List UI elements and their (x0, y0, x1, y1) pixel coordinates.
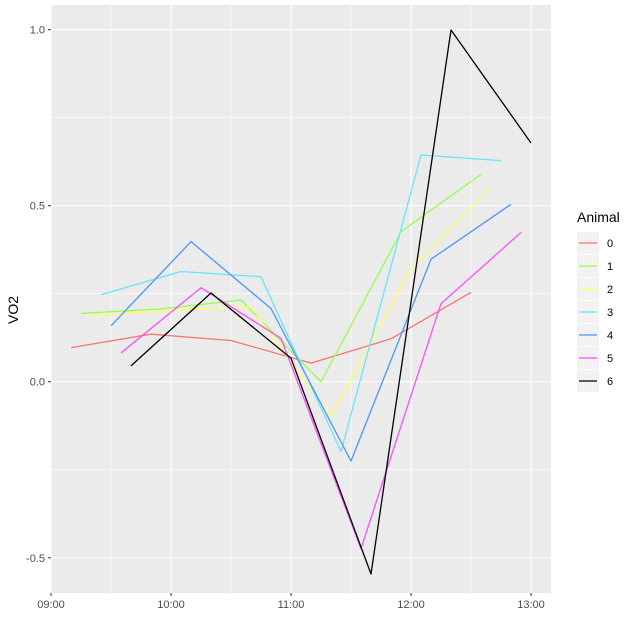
y-tick-label: 0.0 (30, 377, 45, 389)
series-line-animal-5 (120, 232, 522, 550)
y-axis: -0.5 0.0 0.5 1.0 (26, 25, 51, 565)
legend-label-animal-3: 3 (607, 307, 613, 319)
series-line-animal-4 (110, 203, 512, 462)
series-line-animal-3 (100, 154, 502, 453)
legend-label-animal-1: 1 (607, 261, 613, 273)
legend-label-animal-0: 0 (607, 238, 613, 250)
x-tick-label: 09:00 (37, 599, 65, 611)
y-tick-label: -0.5 (26, 553, 45, 565)
legend-title: Animal (577, 209, 620, 225)
legend-label-animal-4: 4 (607, 330, 613, 342)
series-line-animal-6 (130, 29, 532, 575)
series-line-animal-2 (90, 186, 492, 418)
legend: Animal 0 1 2 3 4 5 6 (577, 209, 620, 392)
y-axis-title: VO2 (5, 296, 21, 324)
grid-minor (51, 5, 551, 593)
legend-label-animal-2: 2 (607, 284, 613, 296)
x-tick-label: 10:00 (157, 599, 185, 611)
legend-label-animal-6: 6 (607, 376, 613, 388)
y-tick-label: 1.0 (30, 25, 45, 37)
x-tick-label: 11:00 (278, 599, 305, 611)
panel-background (51, 5, 551, 593)
series-line-animal-1 (80, 173, 482, 383)
x-tick-label: 13:00 (517, 599, 545, 611)
grid-major (50, 5, 551, 593)
series-line-animal-0 (70, 291, 472, 364)
x-tick-label: 12:00 (397, 599, 425, 611)
legend-items: 0 1 2 3 4 5 6 (577, 232, 613, 392)
x-axis: 09:00 10:00 11:00 12:00 13:00 (37, 593, 545, 611)
legend-label-animal-5: 5 (607, 353, 613, 365)
series-layer (70, 29, 532, 575)
y-tick-label: 0.5 (30, 201, 45, 213)
